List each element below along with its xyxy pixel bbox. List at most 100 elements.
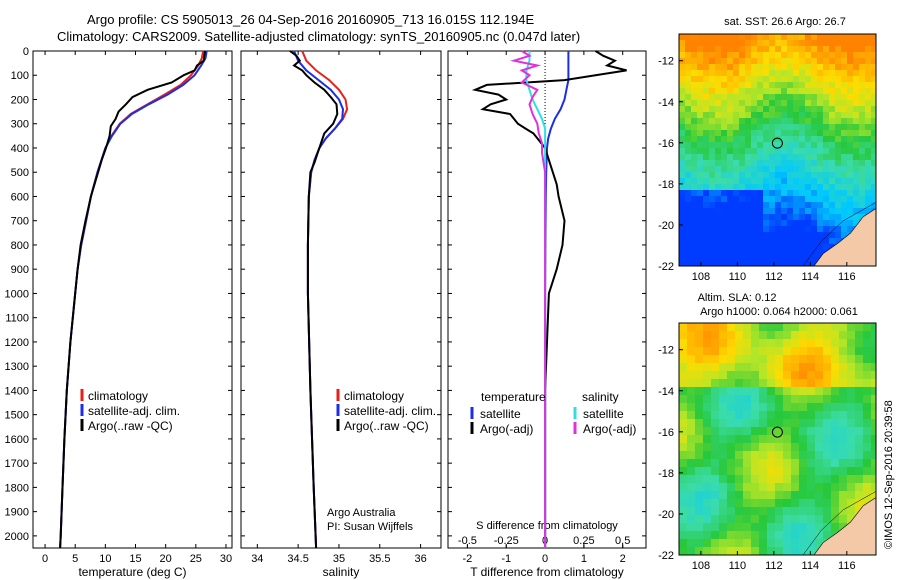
map-cell [735,411,744,420]
map-cell [691,100,698,107]
map-cell [759,539,768,548]
map-cell [687,419,696,428]
map-cell [775,148,782,155]
map-cell [759,475,768,484]
map-cell [831,347,840,356]
map-cell [835,52,842,59]
map-cell [783,499,792,508]
x-axis-label: temperature (deg C) [78,565,186,579]
map-cell [807,323,816,332]
map-cell [839,491,848,500]
map-cell [703,419,712,428]
isobath-line [802,202,876,266]
map-cell [793,34,800,41]
map-cell [697,160,704,167]
map-cell [715,148,722,155]
map-cell [703,118,710,125]
map-cell [691,88,698,95]
map-cell [733,178,740,185]
map-cell [733,46,740,53]
map-cell [791,531,800,540]
map-cell [679,64,686,71]
map-cell [823,58,830,65]
map-cell [727,451,736,460]
map-cell [859,106,866,113]
map-cell [751,232,758,239]
map-cell [721,118,728,125]
map-cell [847,46,854,53]
plot-frame [32,50,233,549]
map-cell [839,411,848,420]
map-cell [733,166,740,173]
map-cell [695,395,704,404]
map-cell [811,190,818,197]
map-cell [727,136,734,143]
map-cell [767,475,776,484]
legend-label: climatology [344,389,404,403]
map-cell [687,523,696,532]
map-cell [745,130,752,137]
map-cell [739,226,746,233]
map-cell [793,52,800,59]
map-cell [823,76,830,83]
map-cell [787,118,794,125]
map-cell [783,411,792,420]
map-cell [715,82,722,89]
map-cell [697,88,704,95]
map-cell [745,136,752,143]
map-cell [767,467,776,476]
map-cell [847,52,854,59]
map-cell [751,339,760,348]
map-cell [769,148,776,155]
map-cell [751,76,758,83]
map-cell [679,547,688,555]
map-cell [793,256,800,263]
map-cell [783,475,792,484]
map-cell [823,459,832,468]
map-cell [751,539,760,548]
map-cell [727,226,734,233]
map-cell [831,355,840,364]
map-cell [799,491,808,500]
map-cell [685,112,692,119]
map-cell [727,419,736,428]
map-cell [757,220,764,227]
map-cell [719,363,728,372]
map-cell [757,136,764,143]
map-cell [691,112,698,119]
map-cell [721,256,728,263]
map-cell [715,88,722,95]
map-cell [835,40,842,47]
map-cell [767,435,776,444]
map-cell [763,250,770,257]
x-tick-label: 1 [581,553,587,565]
map-cell [799,148,806,155]
map-cell [721,166,728,173]
x-tick-label: 112 [765,271,783,283]
map-cell [805,262,812,266]
map-cell [811,124,818,131]
map-cell [847,443,856,452]
map-cell [751,491,760,500]
map-cell [829,148,836,155]
map-cell [727,339,736,348]
map-cell [697,118,704,125]
map-cell [767,371,776,380]
map-cell [745,250,752,257]
map-cell [815,523,824,532]
map-cell [859,130,866,137]
x-tick-label: 110 [729,271,747,283]
map-cell [865,202,872,209]
map-cell [769,34,776,41]
map-cell [787,64,794,71]
map-cell [733,244,740,251]
map-cell [727,118,734,125]
map-cell [685,226,692,233]
map-cell [751,547,760,555]
map-cell [767,459,776,468]
map-cell [757,244,764,251]
map-cell [697,256,704,263]
map-cell [711,451,720,460]
map-cell [865,160,872,167]
map-cell [799,262,806,266]
